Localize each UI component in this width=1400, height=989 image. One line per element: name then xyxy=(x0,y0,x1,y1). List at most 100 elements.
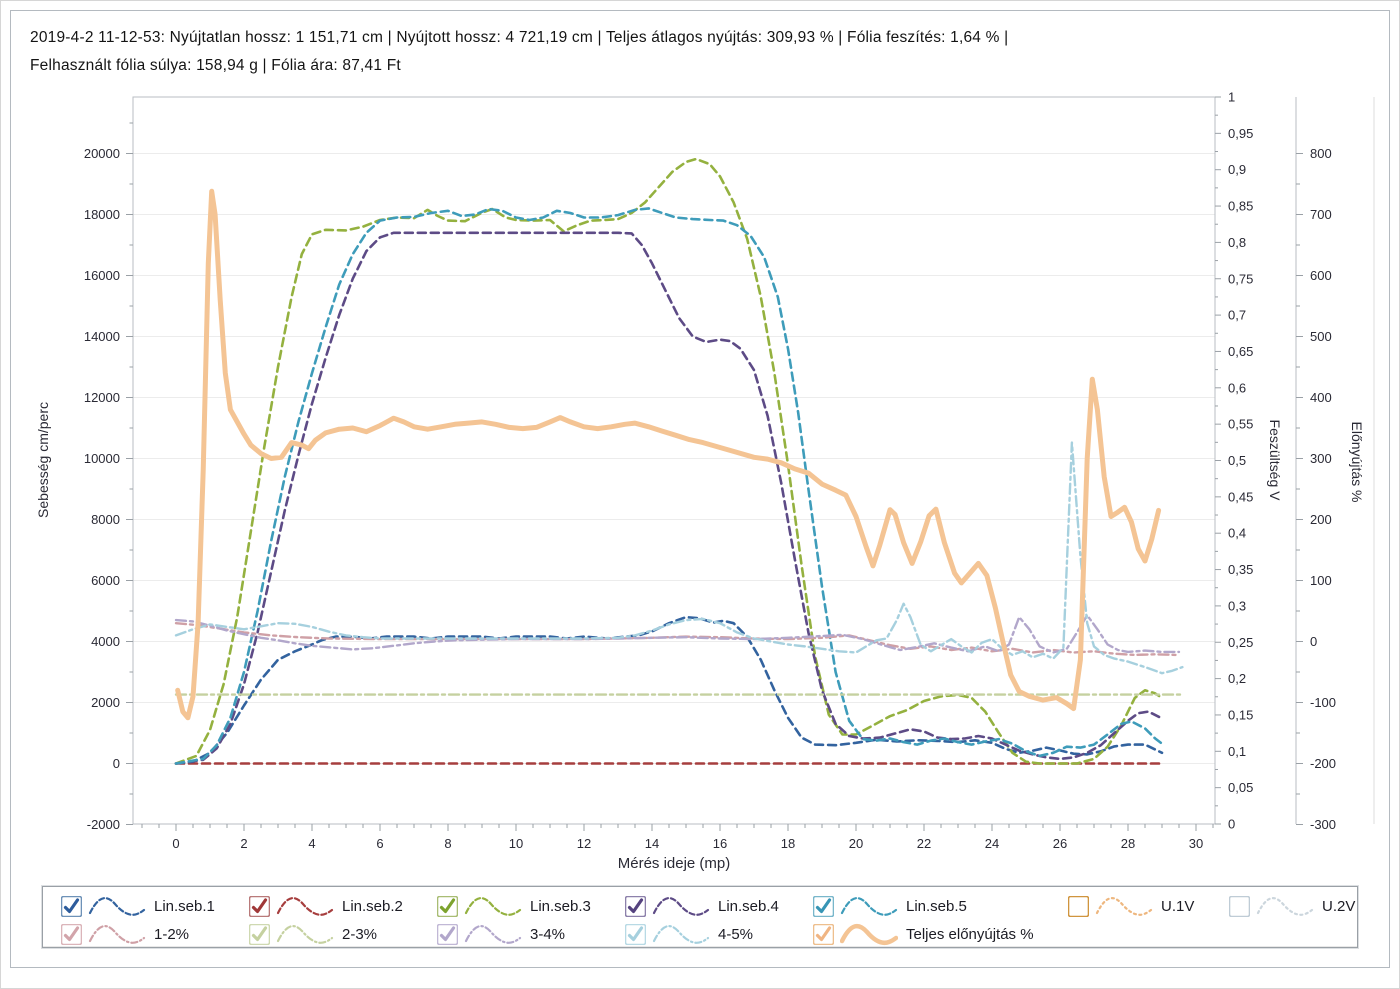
y-volt-tick-label: 0,45 xyxy=(1228,489,1253,504)
check-icon xyxy=(251,897,268,913)
legend-item-3-4[interactable]: 3-4% xyxy=(437,921,565,947)
legend-label: 2-3% xyxy=(342,925,378,943)
y-pct-tick-label: 800 xyxy=(1310,146,1332,161)
x-tick-label: 18 xyxy=(781,836,795,851)
y-volt-tick-label: 0 xyxy=(1228,817,1235,832)
y-speed-tick-label: 20000 xyxy=(84,146,120,161)
legend-checkbox-4-5[interactable] xyxy=(625,923,646,945)
legend-checkbox-u-2v[interactable] xyxy=(1229,895,1250,917)
legend-item-4-5[interactable]: 4-5% xyxy=(625,921,753,947)
y-volt-tick-label: 1 xyxy=(1228,90,1235,105)
y-pct-tick-label: 100 xyxy=(1310,573,1332,588)
legend-checkbox-teljes-el-ny-jt-s[interactable] xyxy=(813,923,834,945)
check-icon xyxy=(439,897,456,913)
x-tick-label: 28 xyxy=(1121,836,1135,851)
x-tick-label: 4 xyxy=(308,836,315,851)
check-icon xyxy=(815,925,832,941)
x-tick-label: 10 xyxy=(509,836,523,851)
check-icon xyxy=(439,925,456,941)
y-speed-tick-label: 14000 xyxy=(84,329,120,344)
y-speed-tick-label: 10000 xyxy=(84,451,120,466)
legend-label: Lin.seb.4 xyxy=(718,897,779,915)
series-4-5-line xyxy=(174,441,1184,675)
legend-label: Teljes előnyújtás % xyxy=(906,925,1034,943)
legend-line-sample-icon xyxy=(652,925,710,944)
legend-item-lin-seb-2[interactable]: Lin.seb.2 xyxy=(249,893,403,919)
y-pct-tick-label: -200 xyxy=(1310,756,1336,771)
legend-item-u-1v[interactable]: U.1V xyxy=(1068,893,1194,919)
legend-item-lin-seb-4[interactable]: Lin.seb.4 xyxy=(625,893,779,919)
legend-checkbox-1-2[interactable] xyxy=(61,923,82,945)
legend-line-sample-icon xyxy=(276,897,334,916)
series-lin-seb-1-line xyxy=(174,615,1164,765)
legend-line-sample-icon xyxy=(464,897,522,916)
legend-item-teljes-el-ny-jt-s[interactable]: Teljes előnyújtás % xyxy=(813,921,1034,947)
y-volt-tick-label: 0,1 xyxy=(1228,744,1246,759)
x-tick-label: 22 xyxy=(917,836,931,851)
check-icon xyxy=(251,925,268,941)
legend-line-sample-icon xyxy=(276,925,334,944)
y-volt-tick-label: 0,9 xyxy=(1228,162,1246,177)
chart-legend: Lin.seb.1 Lin.seb.2 Lin.seb.3 Lin.seb.4 Lin.… xyxy=(42,886,1358,948)
legend-item-lin-seb-3[interactable]: Lin.seb.3 xyxy=(437,893,591,919)
x-tick-label: 14 xyxy=(645,836,659,851)
y-pct-tick-label: 0 xyxy=(1310,634,1317,649)
y-pct-tick-label: 500 xyxy=(1310,329,1332,344)
y-volt-tick-label: 0,8 xyxy=(1228,235,1246,250)
y-speed-tick-label: 18000 xyxy=(84,207,120,222)
legend-item-u-2v[interactable]: U.2V xyxy=(1229,893,1355,919)
legend-checkbox-lin-seb-3[interactable] xyxy=(437,895,458,917)
x-tick-label: 2 xyxy=(240,836,247,851)
x-tick-label: 16 xyxy=(713,836,727,851)
y-volt-tick-label: 0,65 xyxy=(1228,344,1253,359)
legend-checkbox-2-3[interactable] xyxy=(249,923,270,945)
plot-border xyxy=(132,96,1216,825)
y-pct-tick-label: -300 xyxy=(1310,817,1336,832)
series-3-4-line xyxy=(174,614,1181,654)
y-pct-tick-label: -100 xyxy=(1310,695,1336,710)
y-volt-tick-label: 0,6 xyxy=(1228,380,1246,395)
x-tick-label: 0 xyxy=(172,836,179,851)
legend-item-lin-seb-5[interactable]: Lin.seb.5 xyxy=(813,893,967,919)
y-volt-tick-label: 0,85 xyxy=(1228,199,1253,214)
check-icon xyxy=(627,897,644,913)
y-speed-tick-label: 6000 xyxy=(91,573,120,588)
legend-label: 3-4% xyxy=(530,925,566,943)
summary-line-1: 2019-4-2 11-12-53: Nyújtatlan hossz: 1 1… xyxy=(30,29,1009,46)
legend-checkbox-lin-seb-4[interactable] xyxy=(625,895,646,917)
legend-item-2-3[interactable]: 2-3% xyxy=(249,921,377,947)
y-volt-tick-label: 0,15 xyxy=(1228,707,1253,722)
legend-checkbox-lin-seb-5[interactable] xyxy=(813,895,834,917)
legend-item-1-2[interactable]: 1-2% xyxy=(61,921,189,947)
y-speed-tick-label: -2000 xyxy=(87,817,120,832)
legend-item-lin-seb-1[interactable]: Lin.seb.1 xyxy=(61,893,215,919)
check-icon xyxy=(627,925,644,941)
y-pct-tick-label: 300 xyxy=(1310,451,1332,466)
legend-line-sample-icon xyxy=(840,923,898,945)
y-volt-tick-label: 0,5 xyxy=(1228,453,1246,468)
legend-checkbox-u-1v[interactable] xyxy=(1068,895,1089,917)
legend-label: 1-2% xyxy=(154,925,190,943)
legend-checkbox-lin-seb-1[interactable] xyxy=(61,895,82,917)
y-speed-tick-label: 16000 xyxy=(84,268,120,283)
x-tick-label: 8 xyxy=(444,836,451,851)
series-teljes-el-ny-jt-s-line xyxy=(175,188,1162,721)
legend-line-sample-icon xyxy=(840,897,898,916)
legend-line-sample-icon xyxy=(652,897,710,916)
series-lin-seb-5-line xyxy=(174,207,1164,765)
x-tick-label: 26 xyxy=(1053,836,1067,851)
legend-checkbox-lin-seb-2[interactable] xyxy=(249,895,270,917)
y-pct-tick-label: 600 xyxy=(1310,268,1332,283)
window-frame xyxy=(10,10,1390,968)
check-icon xyxy=(63,897,80,913)
y-volt-tick-label: 0,55 xyxy=(1228,417,1253,432)
x-axis-title: Mérés ideje (mp) xyxy=(618,855,731,872)
y-pct-axis-title: Előnyújtás % xyxy=(1349,422,1365,503)
legend-label: U.1V xyxy=(1161,897,1195,915)
legend-label: Lin.seb.3 xyxy=(530,897,591,915)
legend-checkbox-3-4[interactable] xyxy=(437,923,458,945)
y-speed-tick-label: 4000 xyxy=(91,634,120,649)
legend-label: U.2V xyxy=(1322,897,1356,915)
legend-line-sample-icon xyxy=(464,925,522,944)
